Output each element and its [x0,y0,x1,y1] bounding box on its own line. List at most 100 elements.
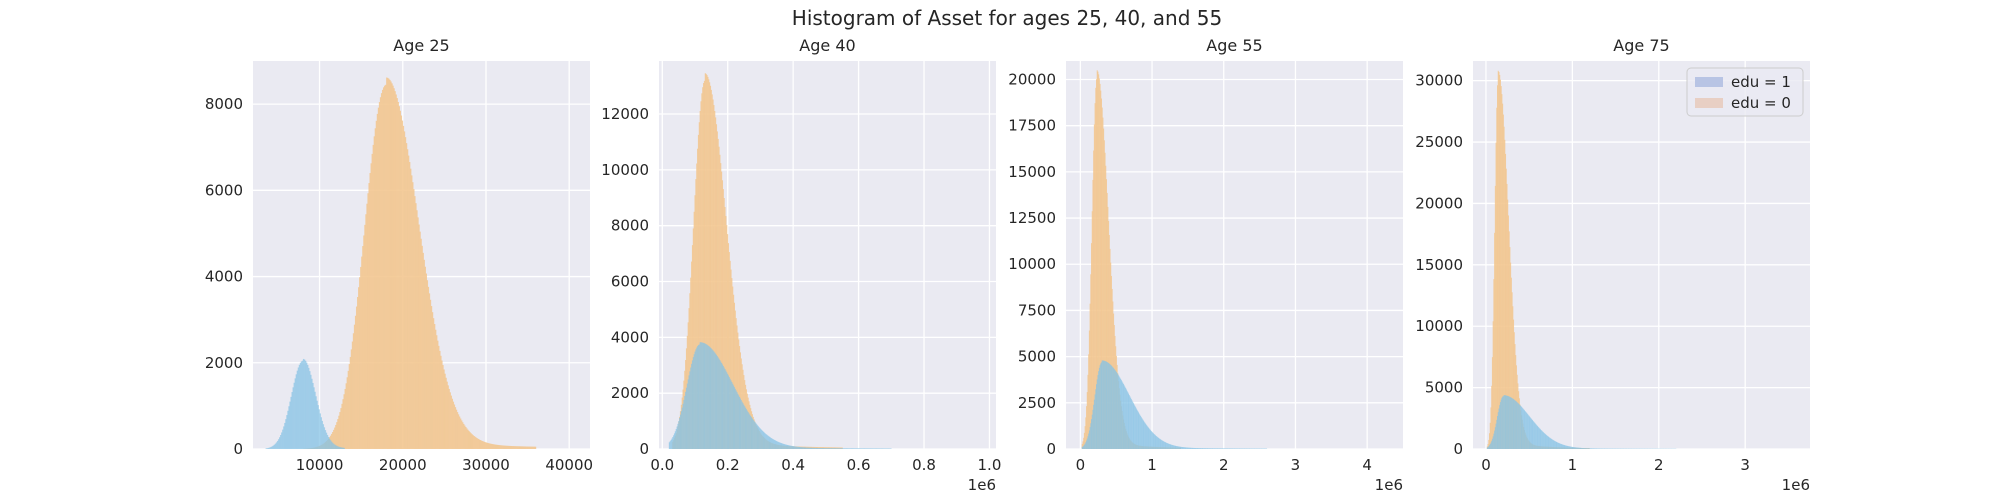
bar-edu1 [1205,448,1207,449]
bar-edu1 [712,350,714,449]
bar-edu1 [700,342,702,449]
bar-edu1 [1148,428,1150,449]
bar-edu1 [1210,448,1212,449]
bar-edu1 [1234,448,1236,449]
bar-edu1 [1524,411,1526,449]
bar-edu1 [1491,438,1493,449]
bar-edu1 [1506,395,1508,449]
bar-edu1 [1494,430,1496,449]
bar-edu1 [1221,448,1223,449]
bar-edu0 [400,115,403,449]
bar-edu0 [1094,103,1096,449]
bar-edu1 [1135,408,1137,449]
bar-edu0 [438,345,440,449]
bar-edu1 [819,448,821,449]
bar-edu1 [727,375,730,449]
bar-edu1 [1120,378,1122,449]
bar-edu1 [1224,448,1226,449]
bar-edu1 [292,387,294,449]
histogram-bars [668,73,892,449]
bar-edu0 [693,211,695,449]
bar-edu1 [1192,447,1194,449]
panel-4: Age 75 0 1 2 3 0 5000 10000 15000 20000 25000 30000… [1415,36,1810,494]
bar-edu0 [447,385,449,449]
bar-edu1 [1228,448,1230,449]
bar-edu1 [1572,447,1574,449]
bar-edu0 [1513,332,1515,449]
bar-edu1 [688,375,690,449]
bar-edu0 [508,445,511,449]
bar-edu1 [1127,392,1129,449]
bar-edu1 [1531,420,1533,449]
bar-edu1 [875,448,877,449]
bar-edu0 [380,93,383,449]
bar-edu0 [445,377,447,449]
bar-edu1 [1093,404,1095,449]
bar-edu1 [792,446,794,449]
bar-edu1 [296,370,299,449]
bar-edu0 [1083,437,1085,449]
bar-edu1 [797,446,799,449]
bar-edu1 [1208,448,1210,449]
bar-edu0 [389,79,391,449]
bar-edu1 [869,448,872,449]
bar-edu1 [1577,447,1579,449]
bar-edu1 [777,441,779,449]
bar-edu1 [1542,431,1544,449]
bar-edu1 [1552,439,1554,449]
bar-edu1 [699,342,701,449]
bar-edu1 [731,382,733,449]
bar-edu0 [522,446,524,449]
bar-edu1 [1575,447,1577,449]
bar-edu1 [1556,442,1558,449]
bar-edu0 [339,412,341,449]
bar-edu1 [289,401,291,449]
bar-edu1 [1547,436,1549,449]
bar-edu0 [714,111,716,449]
bar-edu1 [823,448,825,449]
bar-edu1 [833,448,835,449]
bar-edu1 [1165,442,1167,449]
legend-swatch [1695,77,1723,87]
bar-edu0 [436,335,438,449]
y-tick-label: 0 [1046,440,1056,458]
bar-edu1 [288,406,290,449]
bar-edu0 [1109,248,1111,449]
bar-edu1 [1218,448,1220,449]
bar-edu0 [465,427,467,449]
bar-edu0 [399,110,401,449]
bar-edu1 [1509,396,1511,449]
bar-edu1 [1179,446,1181,449]
bar-edu1 [796,446,798,449]
bar-edu1 [837,448,839,449]
bar-edu1 [871,448,873,449]
bar-edu1 [703,342,705,449]
bar-edu0 [422,252,424,449]
bar-edu0 [340,408,342,449]
bar-edu1 [727,373,729,449]
bar-edu0 [474,436,476,449]
bar-edu1 [1104,361,1106,449]
bar-edu1 [1517,402,1519,449]
bar-edu1 [834,448,836,449]
bar-edu1 [298,364,301,449]
bar-edu0 [448,388,450,449]
bar-edu1 [718,358,720,449]
bar-edu0 [699,110,701,449]
y-tick-label: 7500 [1018,301,1056,319]
bar-edu1 [1510,397,1512,449]
bar-edu1 [790,445,792,449]
bar-edu1 [273,444,276,449]
bar-edu1 [279,437,281,449]
bar-edu1 [865,448,867,449]
bar-edu1 [811,447,813,449]
figure-title: Histogram of Asset for ages 25, 40, and … [792,6,1222,30]
bar-edu1 [810,447,813,449]
bar-edu1 [1123,384,1125,449]
bar-edu1 [1162,440,1164,449]
bar-edu1 [1183,447,1185,449]
y-tick-label: 6000 [611,273,649,291]
bar-edu1 [798,446,801,449]
bar-edu1 [689,371,691,449]
bar-edu0 [519,446,521,449]
